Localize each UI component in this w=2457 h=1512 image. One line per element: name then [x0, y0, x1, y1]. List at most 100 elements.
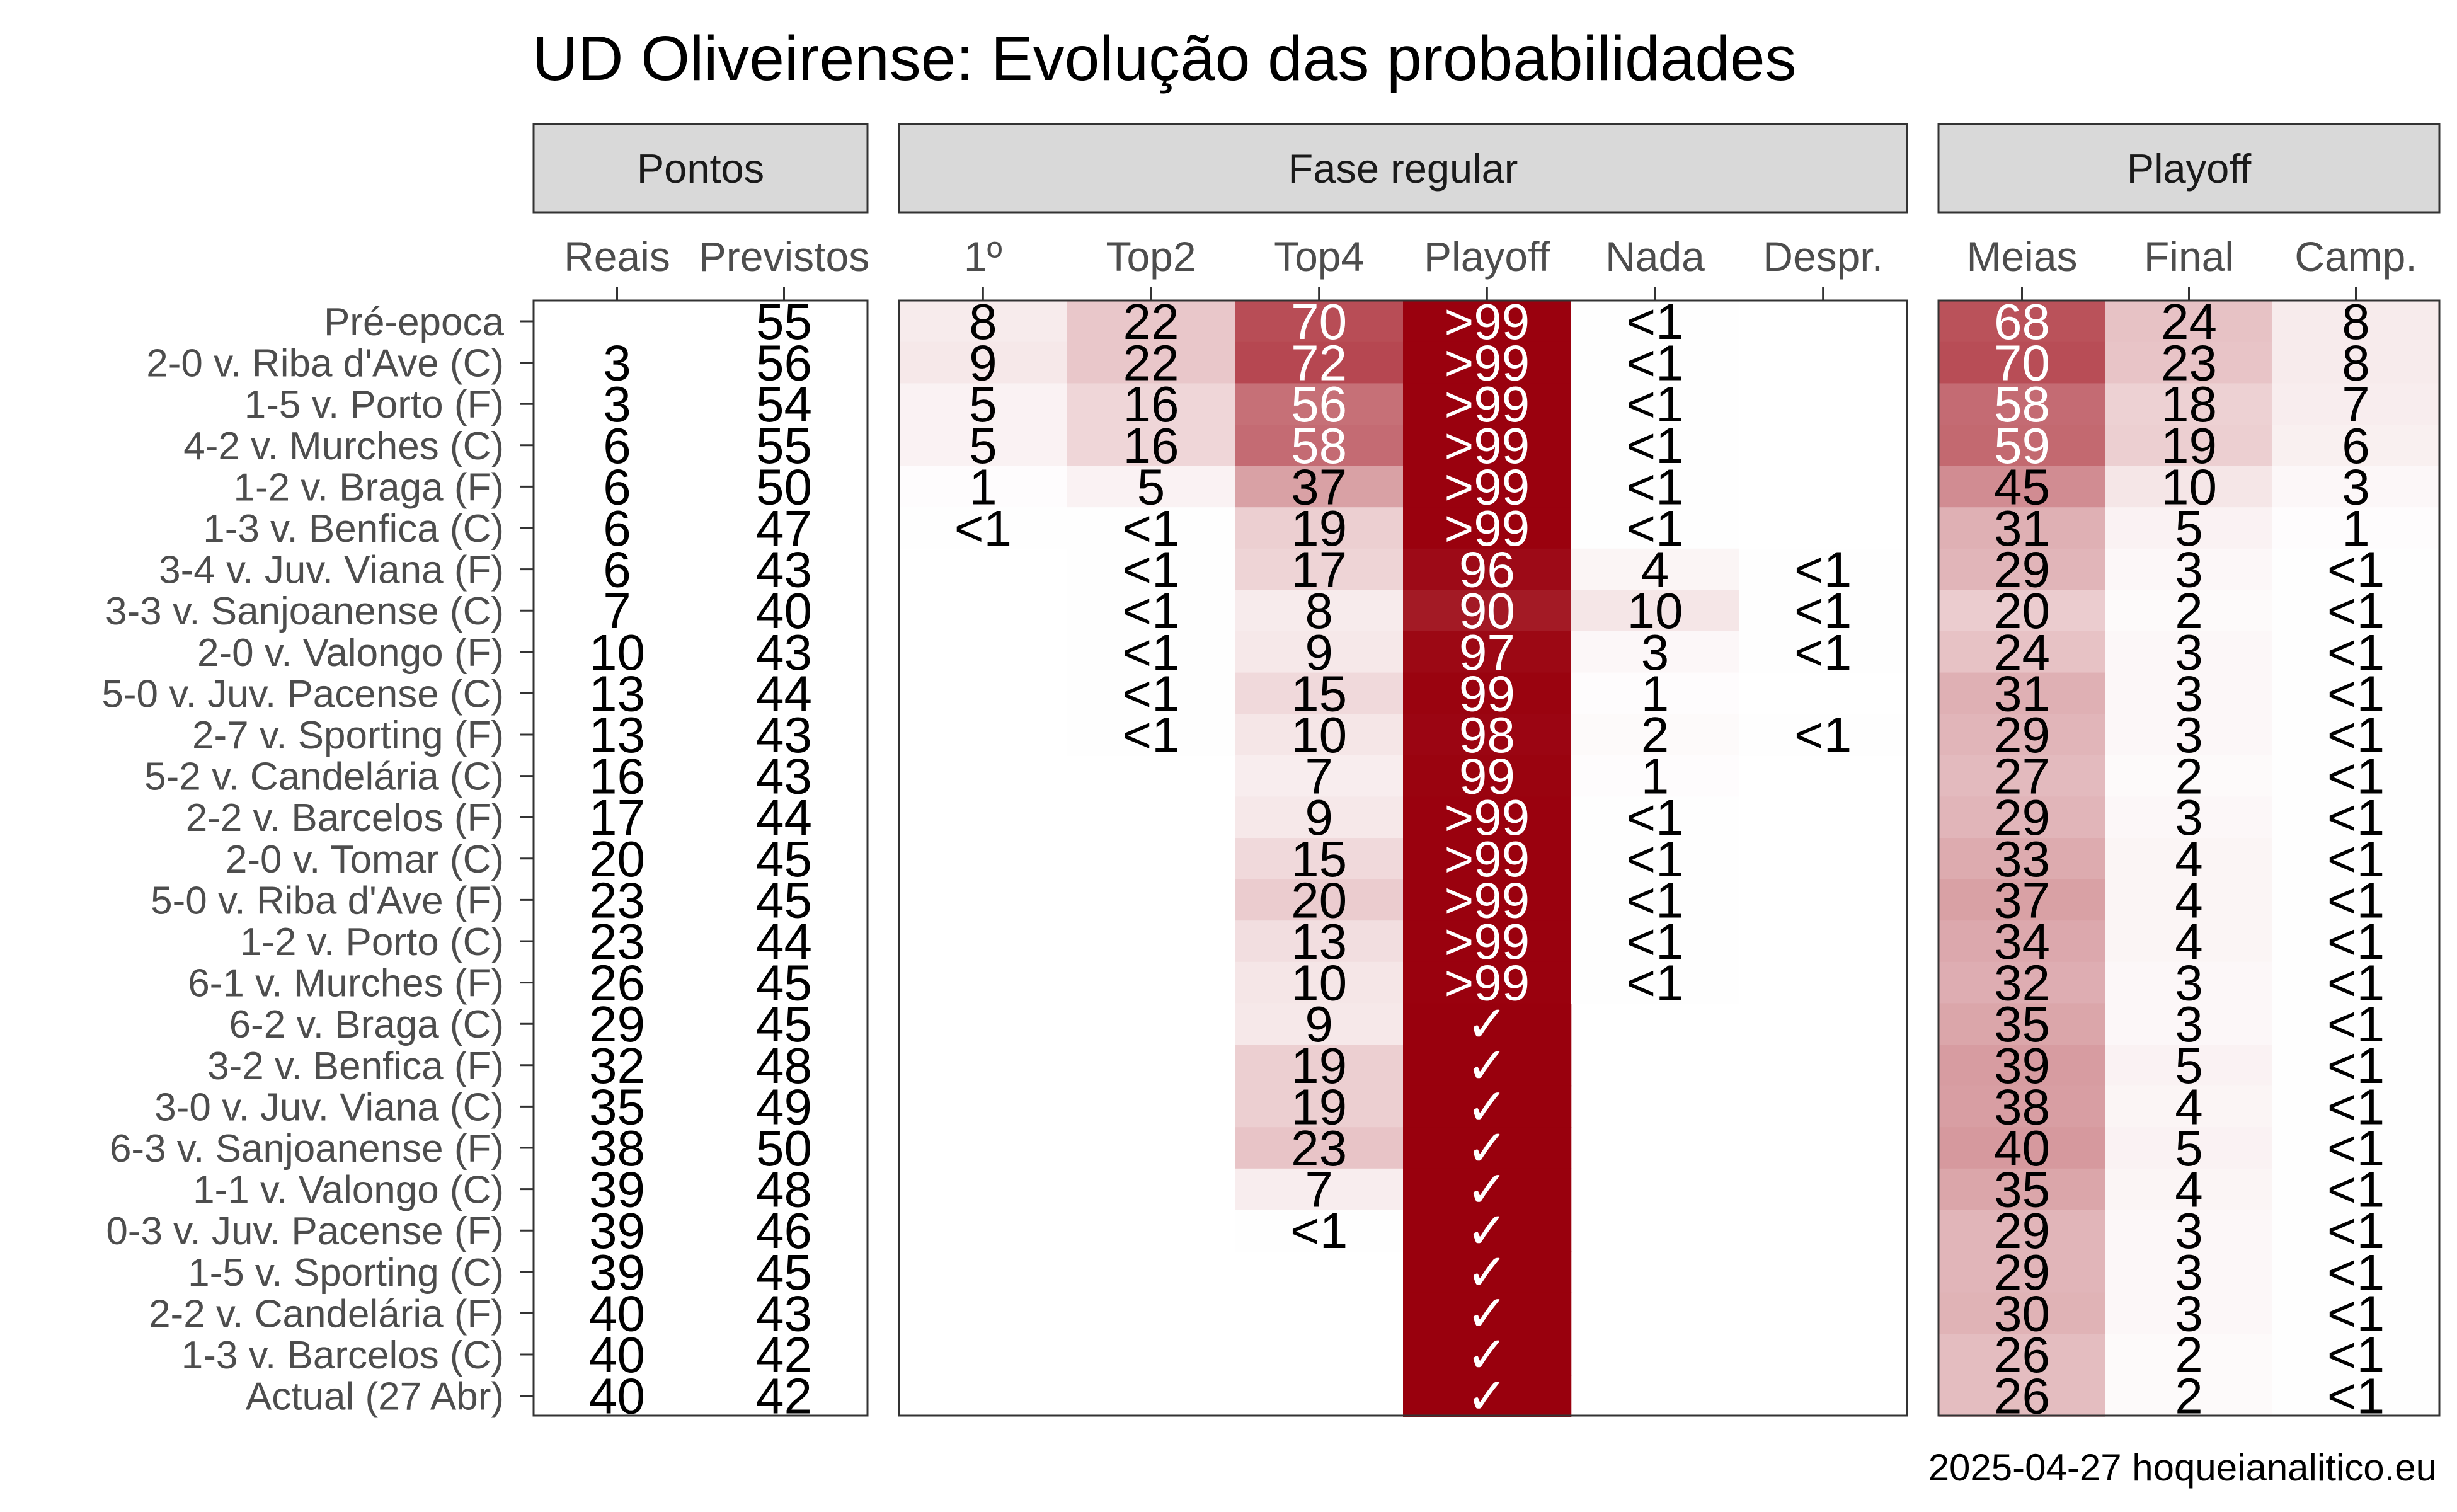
- cell-label: 8: [2342, 294, 2370, 350]
- heatmap-cell: [2272, 755, 2440, 797]
- cell-label: 45: [756, 955, 812, 1011]
- heatmap-cell: [2272, 1045, 2440, 1087]
- heatmap-cell: [1067, 507, 1235, 549]
- heatmap-cell: [2105, 1251, 2273, 1293]
- heatmap-cell: [1939, 920, 2106, 963]
- heatmap-cell: [1403, 714, 1572, 756]
- row-label: 2-0 v. Tomar (C): [226, 838, 504, 881]
- cell-label: 3: [2175, 707, 2203, 763]
- heatmap-cell: [2105, 1375, 2273, 1417]
- cell-label: >99: [1444, 872, 1530, 928]
- heatmap-cell: [1403, 796, 1572, 839]
- cell-label: <1: [2327, 1327, 2385, 1383]
- heatmap-cell: [1235, 672, 1404, 714]
- heatmap-cell: [2272, 301, 2440, 343]
- heatmap-cell: [1939, 1251, 2106, 1293]
- panel-strip-label: Pontos: [637, 146, 764, 192]
- cell-label: 68: [1994, 294, 2050, 350]
- heatmap-cell: [2105, 466, 2273, 508]
- cell-label: 5: [2175, 1120, 2203, 1176]
- heatmap-cell: [1403, 1003, 1572, 1045]
- heatmap-cell: [1571, 631, 1739, 673]
- cell-label: <1: [1794, 542, 1852, 598]
- heatmap-cell: [899, 466, 1068, 508]
- heatmap-cell: [2105, 714, 2273, 756]
- heatmap-cell: [1739, 714, 1908, 756]
- heatmap-cell: [1235, 590, 1404, 632]
- row-label: 3-4 v. Juv. Viana (F): [159, 549, 504, 592]
- cell-label: 4: [2175, 1079, 2203, 1135]
- heatmap-cell: [2105, 1085, 2273, 1128]
- heatmap-cell: [1235, 383, 1404, 425]
- heatmap-cell: [1403, 1375, 1572, 1417]
- cell-label: 39: [589, 1203, 645, 1259]
- panel-frame: [532, 299, 869, 1417]
- cell-label: 3: [2175, 542, 2203, 598]
- row-label: 1-1 v. Valongo (C): [193, 1169, 504, 1212]
- heatmap-cell: [2105, 1003, 2273, 1045]
- heatmap-cell: [2105, 1210, 2273, 1252]
- cell-label: 3: [2175, 789, 2203, 845]
- heatmap-cell: [1571, 672, 1739, 714]
- heatmap-cell: [1067, 548, 1235, 590]
- heatmap-cell: [2272, 879, 2440, 921]
- cell-label: 19: [1291, 500, 1347, 556]
- cell-label: 20: [1291, 872, 1347, 928]
- panel-frames: Pontos Fase regular Playoff: [532, 123, 2441, 1417]
- panel-strip: [898, 123, 1908, 214]
- heatmap-cell: [899, 507, 1068, 549]
- panel-frame: [898, 299, 1908, 1417]
- cell-label: <1: [1626, 831, 1683, 887]
- heatmap-cell: [1067, 714, 1235, 756]
- heatmap-cell: [1571, 466, 1739, 508]
- cell-label: 29: [1994, 707, 2050, 763]
- cell-label: <1: [2327, 914, 2385, 970]
- heatmap-cell: [2105, 1292, 2273, 1334]
- cell-label: 20: [1994, 583, 2050, 639]
- cell-label: 43: [756, 542, 812, 598]
- cell-label: 13: [589, 707, 645, 763]
- cell-label: 7: [1305, 748, 1333, 805]
- cell-label: <1: [2327, 955, 2385, 1011]
- cell-label: <1: [1626, 872, 1683, 928]
- cell-label: <1: [2327, 1285, 2385, 1341]
- heatmap-cell: [1235, 1168, 1404, 1210]
- cell-label: 58: [1994, 376, 2050, 432]
- heatmap-cell: [1939, 1334, 2106, 1376]
- cell-label: <1: [2327, 707, 2385, 763]
- heatmap-cell: [899, 301, 1068, 343]
- heatmap-cell: [1235, 1210, 1404, 1252]
- cell-label: <1: [1626, 459, 1683, 515]
- cell-label: 9: [1305, 624, 1333, 680]
- cell-label: 44: [756, 665, 812, 721]
- cell-label: 43: [756, 707, 812, 763]
- cell-label: 29: [1994, 789, 2050, 845]
- cell-label: <1: [2327, 583, 2385, 639]
- heatmap-cell: [1571, 301, 1739, 343]
- heatmap-cell: [1939, 1375, 2106, 1417]
- heatmap-cell: [2272, 1168, 2440, 1210]
- cell-label: 10: [589, 624, 645, 680]
- cell-label: 3: [1641, 624, 1670, 680]
- cell-label: 45: [756, 1244, 812, 1300]
- cell-label: 7: [2342, 376, 2370, 432]
- cell-label: <1: [1626, 376, 1683, 432]
- cell-label: >99: [1444, 335, 1530, 391]
- heatmap-cell: [899, 341, 1068, 384]
- cell-label: 6: [2342, 418, 2370, 474]
- cell-label: 56: [1291, 376, 1347, 432]
- cell-label: <1: [1290, 1203, 1348, 1259]
- cell-label: 46: [756, 1203, 812, 1259]
- cell-label: 3: [2175, 1244, 2203, 1300]
- row-label: 1-2 v. Porto (C): [240, 920, 504, 964]
- column-header: Meias: [1966, 233, 2077, 280]
- heatmap-cell: [1939, 672, 2106, 714]
- cell-label: 6: [603, 418, 631, 474]
- cell-label: 50: [756, 1120, 812, 1176]
- heatmap-cell: [2272, 631, 2440, 673]
- cell-label: 4: [2175, 914, 2203, 970]
- heatmap-cell: [1235, 507, 1404, 549]
- heatmap-cell: [1403, 590, 1572, 632]
- cell-label: <1: [1794, 583, 1852, 639]
